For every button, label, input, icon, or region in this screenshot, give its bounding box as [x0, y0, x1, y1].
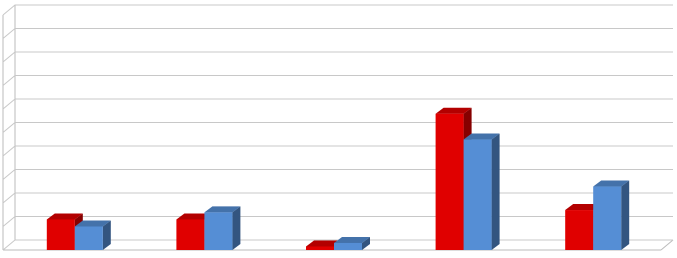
- bar-front: [463, 139, 492, 250]
- grid-line: [2, 4, 673, 16]
- grid-line: [2, 145, 673, 157]
- bar-front: [593, 186, 622, 250]
- bar-side: [362, 236, 370, 250]
- bar-side: [232, 206, 241, 250]
- bar: [593, 180, 630, 250]
- bar-front: [306, 246, 334, 250]
- bar-top: [435, 107, 472, 114]
- grid-segment: [2, 169, 673, 180]
- grid-segment: [2, 4, 673, 16]
- bar-top: [565, 204, 602, 211]
- bar-top: [204, 206, 241, 213]
- bar-front: [204, 212, 233, 250]
- bar: [463, 133, 500, 250]
- grid-line: [2, 192, 673, 204]
- grid-line: [2, 169, 673, 180]
- grid-segment: [2, 98, 673, 110]
- grid-segment: [2, 122, 673, 133]
- bar-front: [74, 226, 103, 250]
- grid-segment: [2, 145, 673, 157]
- grid-line: [2, 28, 673, 39]
- bar: [334, 236, 370, 250]
- grid-segment: [2, 192, 673, 204]
- bar-side: [621, 180, 630, 250]
- bar-top: [463, 133, 500, 140]
- grid-line: [2, 98, 673, 110]
- bar: [565, 204, 602, 250]
- bar: [204, 206, 241, 250]
- bar-side: [491, 133, 500, 250]
- bar-top: [593, 180, 630, 187]
- bar-front: [565, 210, 594, 250]
- grid-line: [2, 122, 673, 133]
- grid-line: [2, 51, 673, 63]
- bar-front: [435, 113, 464, 250]
- bar-front: [176, 219, 205, 250]
- grid-segment: [2, 51, 673, 63]
- bar-top: [46, 213, 83, 220]
- bar-front: [46, 219, 75, 250]
- bar-top: [306, 240, 342, 247]
- bar-top: [74, 220, 111, 227]
- floor-edge: [660, 239, 674, 251]
- bar-side: [102, 220, 111, 250]
- bar: [74, 220, 111, 250]
- bar-top: [334, 236, 370, 243]
- bar-front: [334, 242, 362, 250]
- bar-top: [176, 213, 213, 220]
- grid-line: [2, 75, 673, 86]
- grid-segment: [2, 75, 673, 86]
- grid-segment: [2, 28, 673, 39]
